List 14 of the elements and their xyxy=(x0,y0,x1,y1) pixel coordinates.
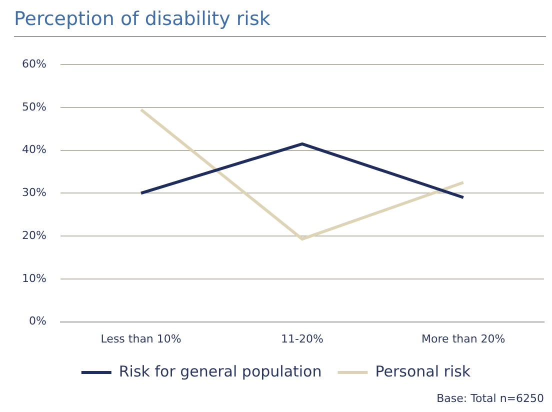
x-tick-label: 11-20% xyxy=(281,332,324,346)
x-tick-label: Less than 10% xyxy=(100,332,182,346)
x-tick-label: More than 20% xyxy=(422,332,506,346)
y-tick-label: 30% xyxy=(22,186,46,200)
legend-label: Risk for general population xyxy=(118,362,322,380)
y-tick-label: 20% xyxy=(22,228,46,242)
y-tick-label: 50% xyxy=(22,100,46,114)
y-tick-label: 40% xyxy=(22,143,46,156)
y-tick-label: 10% xyxy=(22,272,46,285)
chart-title: Perception of disability risk xyxy=(14,8,270,30)
y-tick-label: 60% xyxy=(22,57,46,70)
legend-label: Personal risk xyxy=(375,362,471,380)
text: Base: Total n=6250 xyxy=(436,392,544,405)
y-tick-label: 0% xyxy=(28,314,46,328)
